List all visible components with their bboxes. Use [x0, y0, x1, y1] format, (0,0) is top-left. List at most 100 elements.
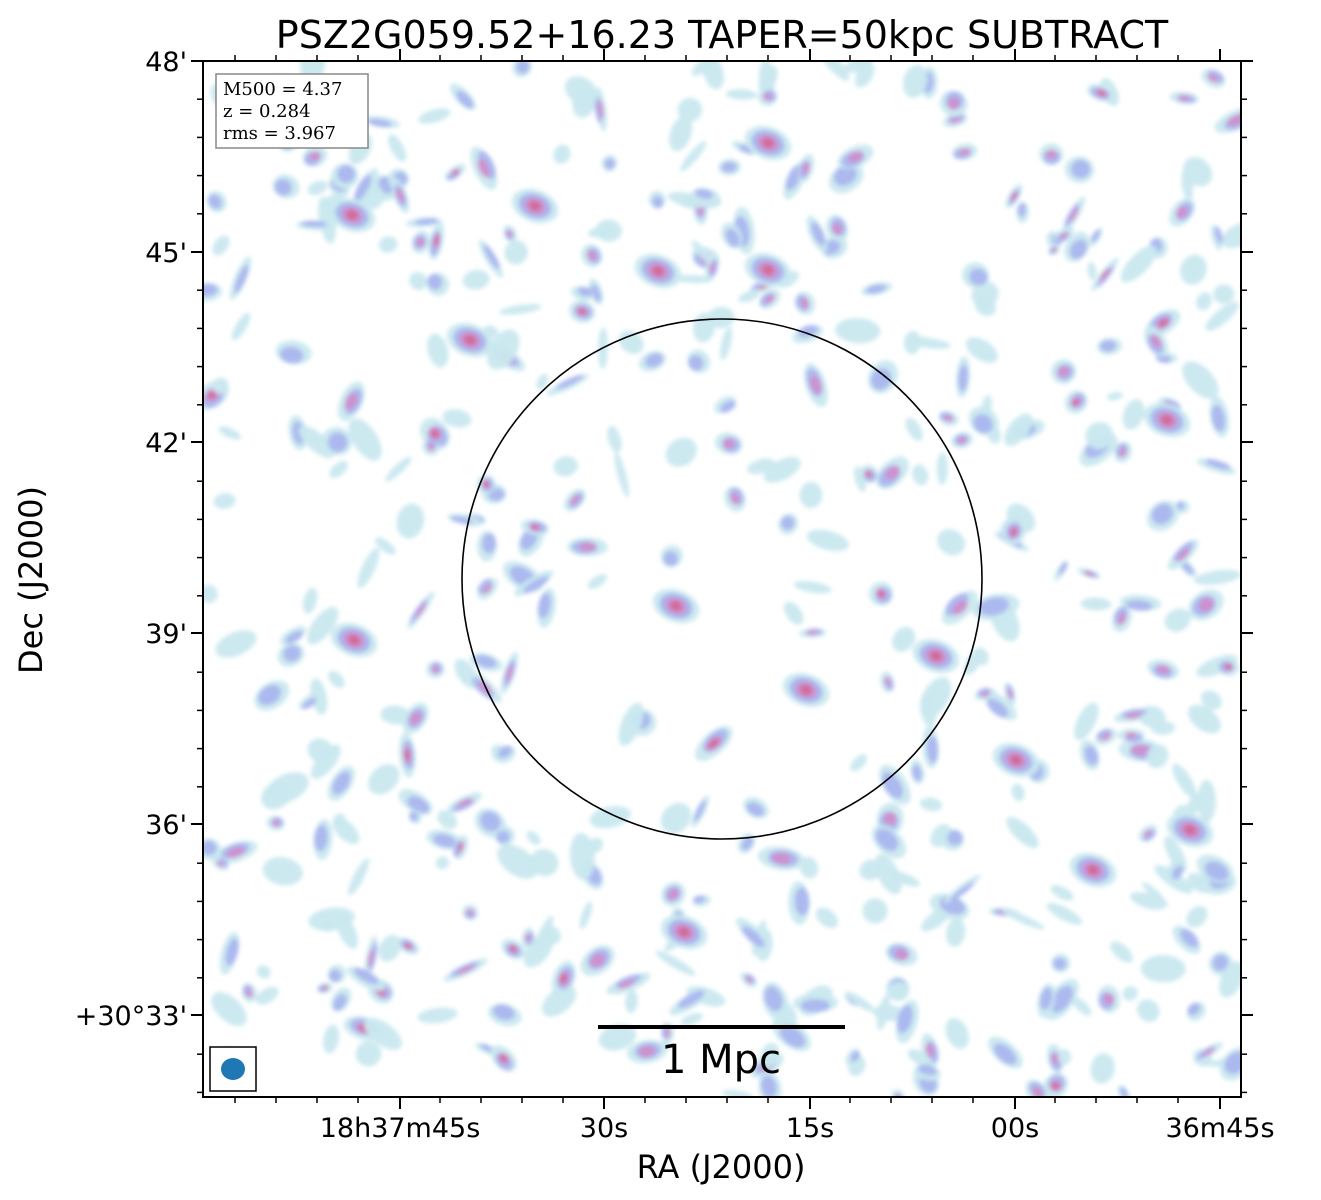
info-rms: rms = 3.967 [223, 123, 336, 144]
emission-blob [677, 990, 705, 1009]
emission-blob [500, 1055, 508, 1062]
emission-blob [1150, 334, 1162, 348]
emission-blob [458, 843, 463, 851]
emission-blob [480, 811, 501, 832]
emission-blob [850, 1050, 860, 1062]
emission-blob [1193, 569, 1241, 585]
emission-blob [529, 200, 541, 212]
emission-blob [1010, 754, 1022, 766]
emission-blob [587, 574, 608, 589]
emission-blob [216, 861, 224, 868]
emission-blob [1120, 245, 1157, 283]
emission-blob [1011, 192, 1017, 200]
emission-blob [225, 938, 239, 966]
emission-blob [930, 650, 942, 662]
emission-blob [1011, 783, 1025, 802]
x-tick-label: 36m45s [1165, 1113, 1274, 1144]
emission-blob [385, 456, 412, 482]
emission-blob [1197, 779, 1216, 823]
emission-blob [945, 1018, 969, 1049]
emission-blob [725, 89, 758, 100]
emission-blob [1214, 226, 1223, 244]
emission-blob [1213, 284, 1235, 305]
emission-blob [665, 1028, 671, 1039]
emission-blob [329, 461, 348, 478]
r500-circle [461, 318, 983, 840]
emission-blob [1090, 1053, 1115, 1084]
emission-blob [1058, 561, 1068, 575]
y-tick-label: 36' [145, 810, 187, 841]
emission-blob [1050, 885, 1074, 901]
emission-blob [579, 542, 597, 552]
emission-blob [845, 991, 875, 1012]
emission-blob [965, 337, 998, 363]
emission-blob [418, 108, 451, 124]
emission-blob [703, 61, 725, 90]
emission-blob [437, 810, 458, 830]
emission-blob [1052, 1082, 1060, 1090]
emission-blob [1119, 446, 1127, 458]
emission-blob [212, 235, 230, 256]
emission-blob [1125, 731, 1137, 739]
emission-blob [497, 745, 512, 758]
emission-blob [462, 269, 490, 290]
emission-blob [477, 159, 490, 178]
emission-blob [1085, 421, 1114, 450]
emission-blob [785, 165, 802, 191]
emission-blob [866, 284, 887, 294]
emission-blob [720, 400, 736, 413]
emission-blob [407, 795, 430, 814]
emission-blob [885, 465, 900, 480]
emission-blob [1140, 954, 1186, 983]
emission-blob [590, 953, 606, 968]
emission-blob [638, 1045, 656, 1058]
emission-blob [645, 353, 663, 368]
emission-blob [1053, 248, 1057, 252]
emission-blob [816, 907, 838, 929]
emission-blob [669, 115, 693, 152]
emission-blob [798, 325, 819, 338]
emission-blob [526, 831, 541, 845]
emission-blob [1180, 254, 1207, 285]
emission-blob [586, 837, 604, 854]
emission-blob [434, 235, 439, 246]
axis-ticks [191, 49, 1253, 1109]
emission-blob [905, 417, 923, 441]
emission-blob [524, 933, 531, 942]
emission-blob [806, 529, 849, 552]
emission-blob [1050, 985, 1074, 1013]
emission-blob [784, 601, 804, 625]
emission-blob [1101, 270, 1109, 279]
emission-blob [504, 240, 528, 265]
emission-blob [707, 306, 735, 329]
emission-blob [691, 240, 715, 266]
emission-blob [978, 597, 1010, 616]
emission-blob [1158, 319, 1168, 327]
emission-blob [883, 812, 897, 826]
emission-blob [1100, 733, 1112, 741]
x-tick-label: 30s [580, 1113, 628, 1144]
emission-blob [1017, 202, 1026, 218]
emission-blob [1186, 905, 1208, 928]
emission-blob [799, 481, 823, 509]
emission-blob [835, 317, 881, 344]
emission-blob [1187, 792, 1204, 813]
emission-blob [529, 849, 559, 877]
emission-blob [332, 771, 351, 795]
emission-blob [348, 634, 360, 646]
emission-blob [847, 151, 864, 163]
emission-blob [1010, 528, 1017, 536]
emission-blob [510, 946, 517, 952]
emission-blob [972, 647, 989, 666]
emission-blob [345, 392, 358, 410]
emission-blob [415, 602, 427, 619]
emission-blob [560, 974, 568, 984]
emission-blob [802, 162, 810, 175]
emission-blob [466, 908, 475, 916]
emission-blob [477, 578, 492, 594]
emission-blob [764, 986, 783, 1012]
emission-blob [1074, 702, 1099, 741]
emission-blob [435, 856, 450, 870]
emission-blob [894, 948, 909, 961]
emission-blob [496, 830, 510, 844]
